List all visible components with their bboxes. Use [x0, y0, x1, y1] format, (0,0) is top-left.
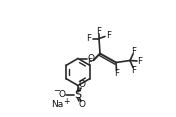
- Text: F: F: [87, 58, 93, 67]
- Text: F: F: [115, 69, 120, 78]
- Text: F: F: [131, 47, 137, 56]
- Text: F: F: [86, 34, 92, 43]
- Text: O: O: [58, 90, 65, 99]
- Text: −: −: [54, 86, 61, 95]
- Text: F: F: [137, 57, 143, 66]
- Text: Na: Na: [51, 100, 63, 109]
- Text: O: O: [78, 100, 86, 109]
- Text: F: F: [96, 27, 102, 36]
- Text: F: F: [131, 66, 137, 75]
- Text: O: O: [78, 80, 86, 89]
- Text: O: O: [87, 54, 95, 63]
- Text: F: F: [106, 31, 112, 40]
- Text: +: +: [63, 97, 69, 106]
- Text: S: S: [74, 90, 81, 99]
